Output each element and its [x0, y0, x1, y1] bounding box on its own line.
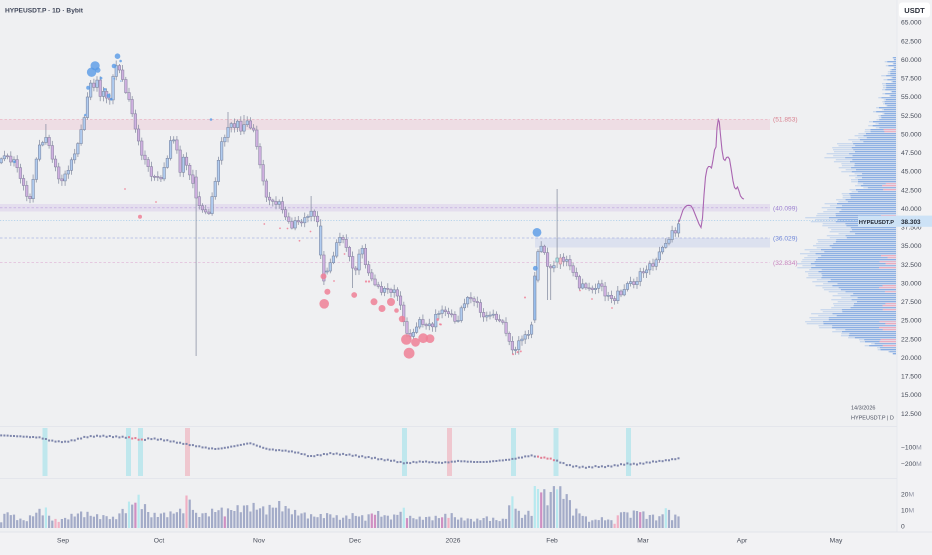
svg-text:40.000: 40.000 — [901, 206, 922, 213]
svg-text:(51.853): (51.853) — [773, 117, 798, 124]
svg-text:HYPEUSDT.P: HYPEUSDT.P — [859, 220, 894, 226]
svg-text:62.500: 62.500 — [901, 38, 922, 45]
svg-text:45.000: 45.000 — [901, 169, 922, 176]
svg-text:38.303: 38.303 — [901, 219, 921, 226]
svg-text:(36.029): (36.029) — [773, 236, 798, 243]
svg-text:HYPEUSDT.P · 1D · Bybit: HYPEUSDT.P · 1D · Bybit — [5, 8, 84, 15]
svg-text:20.000: 20.000 — [901, 355, 922, 362]
svg-text:22.500: 22.500 — [901, 336, 922, 343]
svg-text:17.500: 17.500 — [901, 374, 922, 381]
svg-text:37.500: 37.500 — [901, 225, 922, 232]
svg-text:May: May — [830, 538, 843, 545]
svg-text:−200M: −200M — [901, 461, 922, 468]
svg-text:55.000: 55.000 — [901, 94, 922, 101]
svg-text:57.500: 57.500 — [901, 76, 922, 83]
svg-text:Nov: Nov — [253, 538, 266, 545]
svg-text:Feb: Feb — [546, 538, 558, 545]
svg-text:Oct: Oct — [154, 538, 165, 545]
svg-text:35.000: 35.000 — [901, 243, 922, 250]
svg-text:12.500: 12.500 — [901, 411, 922, 418]
svg-text:52.500: 52.500 — [901, 113, 922, 120]
svg-text:30.000: 30.000 — [901, 280, 922, 287]
svg-text:32.500: 32.500 — [901, 262, 922, 269]
svg-text:14/3/2026: 14/3/2026 — [851, 406, 875, 412]
svg-text:(32.834): (32.834) — [773, 260, 798, 267]
svg-text:Mar: Mar — [637, 538, 649, 545]
svg-text:65.000: 65.000 — [901, 20, 922, 27]
svg-text:HYPEUSDT.P | D: HYPEUSDT.P | D — [851, 416, 894, 422]
svg-text:0: 0 — [901, 523, 905, 530]
svg-text:47.500: 47.500 — [901, 150, 922, 157]
svg-text:25.000: 25.000 — [901, 318, 922, 325]
svg-text:Apr: Apr — [737, 538, 748, 545]
svg-text:(40.099): (40.099) — [773, 205, 798, 212]
svg-text:−100M: −100M — [901, 444, 922, 451]
svg-text:2026: 2026 — [446, 538, 461, 545]
svg-text:20M: 20M — [901, 491, 914, 498]
svg-text:15.000: 15.000 — [901, 392, 922, 399]
svg-text:27.500: 27.500 — [901, 299, 922, 306]
svg-text:USDT: USDT — [904, 6, 925, 15]
svg-text:Dec: Dec — [349, 538, 362, 545]
svg-text:Sep: Sep — [57, 538, 69, 545]
svg-text:42.500: 42.500 — [901, 187, 922, 194]
svg-text:60.000: 60.000 — [901, 57, 922, 64]
svg-text:50.000: 50.000 — [901, 131, 922, 138]
svg-text:10M: 10M — [901, 507, 914, 514]
